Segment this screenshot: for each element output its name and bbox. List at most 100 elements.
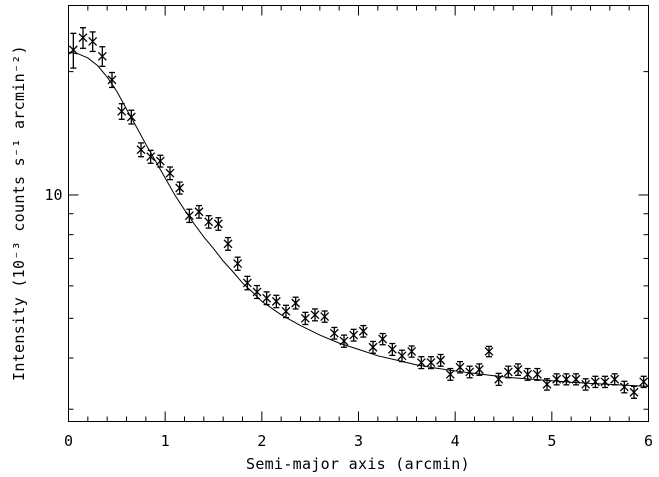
data-point	[291, 296, 301, 310]
y-axis-label: Intensity (10⁻³ counts s⁻¹ arcmin⁻²)	[10, 45, 28, 381]
data-point	[339, 334, 349, 348]
data-point	[271, 294, 281, 309]
data-point	[581, 378, 591, 391]
x-axis-label: Semi-major axis (arcmin)	[246, 455, 470, 473]
data-point	[213, 217, 223, 231]
x-tick-labels: 0 1 2 3 4 5 6	[64, 432, 653, 450]
data-point	[629, 385, 639, 399]
data-point	[117, 103, 127, 120]
x-marker-stroke	[223, 239, 233, 249]
data-point	[571, 373, 581, 386]
data-point	[204, 215, 214, 229]
x-marker-stroke	[503, 367, 513, 377]
x-marker-stroke	[107, 75, 117, 85]
x-marker-stroke	[281, 306, 291, 316]
data-point	[107, 71, 117, 89]
x-marker-stroke	[455, 362, 465, 372]
x-marker-stroke	[78, 33, 88, 43]
x-tick-label: 1	[161, 432, 170, 450]
data-point	[300, 311, 310, 326]
plot-frame	[68, 5, 649, 422]
data-point	[552, 373, 562, 386]
data-point	[426, 356, 436, 370]
data-point	[503, 365, 513, 379]
x-marker-stroke	[184, 211, 194, 221]
x-tick-label: 4	[451, 432, 460, 450]
y-tick-label: 10	[44, 186, 62, 204]
data-point	[397, 349, 407, 363]
x-tick-label: 3	[354, 432, 363, 450]
x-marker-stroke	[358, 326, 368, 336]
x-marker-stroke	[146, 152, 156, 162]
x-marker-stroke	[349, 330, 359, 340]
x-marker-stroke	[619, 382, 629, 392]
x-marker-stroke	[262, 293, 272, 303]
data-point	[639, 375, 649, 389]
data-point	[97, 46, 107, 68]
data-point	[600, 375, 610, 389]
x-marker-stroke	[378, 334, 388, 344]
x-marker-stroke	[552, 374, 562, 384]
x-marker-stroke	[68, 45, 78, 55]
data-point	[523, 367, 533, 381]
x-marker-stroke	[407, 347, 417, 356]
x-marker-stroke	[484, 347, 494, 356]
data-point	[281, 304, 291, 319]
x-marker-stroke	[474, 365, 484, 374]
data-point	[407, 345, 417, 358]
data-point	[320, 310, 330, 323]
x-marker-stroke	[204, 217, 214, 227]
data-point	[484, 345, 494, 358]
data-point	[184, 208, 194, 224]
data-point	[349, 328, 359, 342]
x-marker-stroke	[320, 312, 330, 322]
x-marker-stroke	[561, 374, 571, 384]
x-tick-label: 0	[64, 432, 73, 450]
x-marker-stroke	[155, 156, 165, 166]
x-marker-stroke	[600, 377, 610, 387]
data-point	[445, 367, 455, 381]
x-marker-stroke	[233, 259, 243, 269]
x-marker-stroke	[136, 145, 146, 155]
x-marker-stroke	[571, 374, 581, 384]
x-tick-label: 6	[644, 432, 653, 450]
data-points	[68, 27, 649, 399]
x-marker-stroke	[387, 344, 397, 354]
x-marker-stroke	[126, 112, 136, 122]
data-point	[387, 342, 397, 357]
x-marker-stroke	[494, 374, 504, 384]
x-marker-stroke	[194, 207, 204, 217]
y-tick-labels: 10	[44, 186, 62, 204]
data-point	[368, 340, 378, 354]
data-point	[494, 372, 504, 387]
data-point	[242, 275, 252, 291]
x-marker-stroke	[291, 298, 301, 308]
data-point	[78, 27, 88, 49]
data-point	[262, 291, 272, 306]
x-marker-stroke	[252, 287, 262, 297]
x-marker-stroke	[271, 296, 281, 306]
x-marker-stroke	[532, 369, 542, 379]
x-marker-stroke	[213, 219, 223, 229]
data-point	[310, 308, 320, 322]
fit-curve	[68, 51, 649, 387]
x-marker-stroke	[445, 369, 455, 379]
data-point	[88, 31, 98, 53]
x-marker-stroke	[368, 342, 378, 352]
x-marker-stroke	[629, 387, 639, 397]
x-tick-label: 5	[547, 432, 556, 450]
x-marker-stroke	[416, 358, 426, 367]
data-point	[416, 356, 426, 370]
x-marker-stroke	[242, 278, 252, 288]
data-point	[68, 32, 78, 69]
x-marker-stroke	[639, 377, 649, 387]
x-marker-stroke	[581, 379, 591, 389]
x-marker-stroke	[436, 355, 446, 365]
x-marker-stroke	[165, 168, 175, 178]
x-marker-stroke	[175, 183, 185, 193]
data-point	[561, 373, 571, 386]
data-point	[474, 363, 484, 376]
data-point	[532, 367, 542, 381]
x-marker-stroke	[117, 106, 127, 116]
